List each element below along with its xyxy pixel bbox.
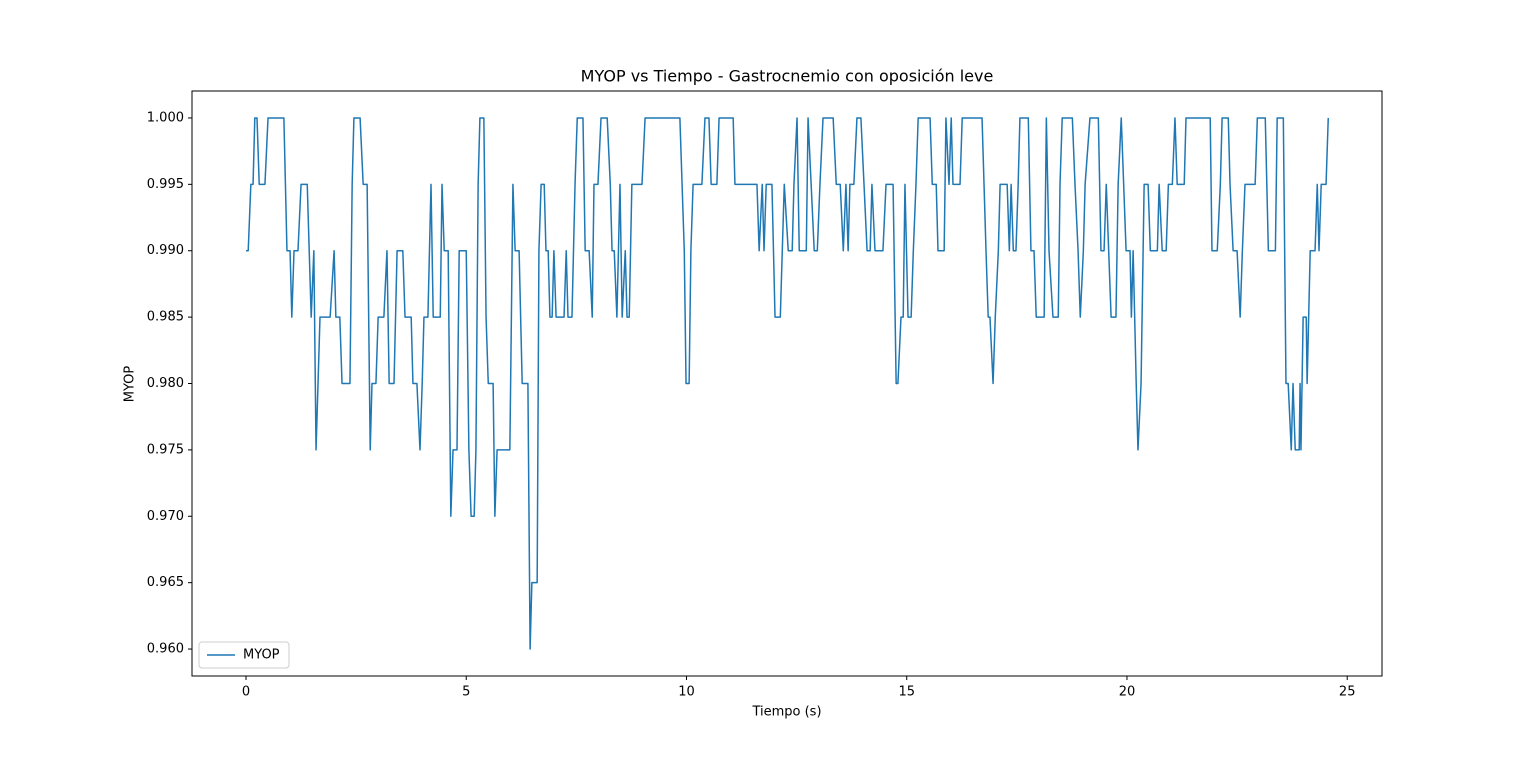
x-tick-label: 10 [678, 685, 695, 700]
y-tick-label: 0.995 [147, 177, 184, 192]
chart-title: MYOP vs Tiempo - Gastrocnemio con oposic… [581, 67, 994, 86]
plot-frame [191, 90, 1383, 677]
y-tick-label: 1.000 [147, 110, 184, 125]
y-tick-label: 0.990 [147, 243, 184, 258]
legend-label: MYOP [243, 648, 280, 663]
x-tick-label: 5 [462, 685, 470, 700]
legend-box [198, 641, 290, 669]
x-tick-label: 20 [1119, 685, 1136, 700]
y-tick-label: 0.970 [147, 509, 184, 524]
y-tick-label: 0.960 [147, 642, 184, 657]
y-axis-label: MYOP [123, 366, 138, 403]
x-tick-label: 15 [898, 685, 915, 700]
data-line [246, 117, 1330, 650]
x-tick-label: 25 [1339, 685, 1356, 700]
x-axis-label: Tiempo (s) [751, 705, 821, 720]
y-tick-label: 0.965 [147, 575, 184, 590]
y-tick-label: 0.985 [147, 310, 184, 325]
y-tick-label: 0.980 [147, 376, 184, 391]
x-tick-label: 0 [242, 685, 250, 700]
y-tick-label: 0.975 [147, 442, 184, 457]
